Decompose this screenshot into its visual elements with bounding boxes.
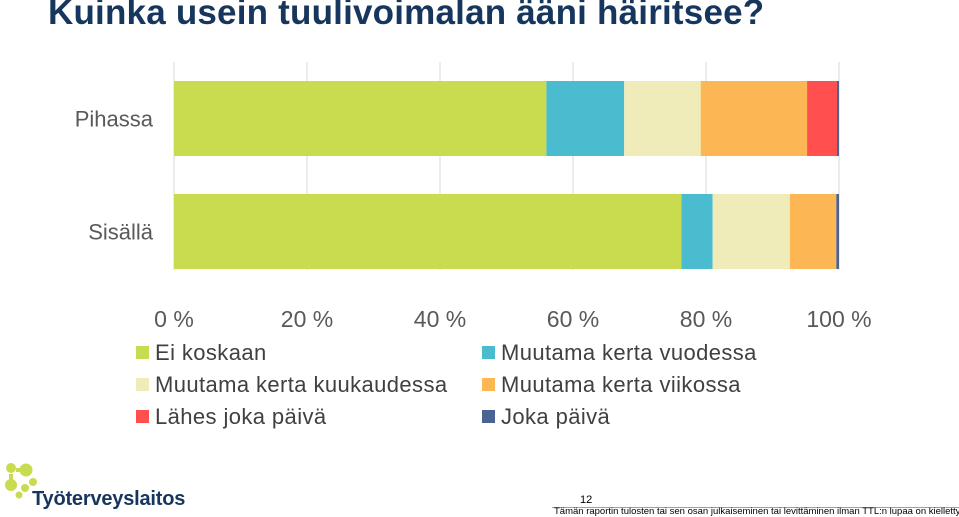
- bar-segment: [712, 194, 790, 269]
- legend-label: Ei koskaan: [155, 339, 267, 365]
- ttl-logo: Työterveyslaitos: [2, 460, 185, 515]
- bar-segment: [836, 194, 839, 269]
- bar-segment: [789, 194, 837, 269]
- x-tick-label: 100 %: [806, 306, 871, 332]
- chart-legend: Ei koskaan Muutama kerta vuodessa Muutama …: [136, 340, 882, 429]
- bar-segment: [807, 81, 838, 156]
- legend-item: Lähes joka päivä: [136, 404, 482, 429]
- legend-item: Muutama kerta viikossa: [482, 372, 882, 397]
- legend-swatch: [482, 378, 495, 391]
- logo-text: Työterveyslaitos: [32, 488, 186, 510]
- legend-swatch: [136, 378, 149, 391]
- legend-swatch: [136, 346, 149, 359]
- bar-segment: [681, 194, 713, 269]
- legend-label: Muutama kerta vuodessa: [501, 339, 757, 365]
- legend-item: Joka päivä: [482, 404, 882, 429]
- x-tick-label: 0 %: [154, 306, 194, 332]
- bar-segment: [546, 81, 625, 156]
- bar-segment: [700, 81, 808, 156]
- category-label: Pihassa: [75, 107, 154, 132]
- legend-swatch: [482, 346, 495, 359]
- legend-item: Muutama kerta vuodessa: [482, 340, 882, 365]
- legend-label: Muutama kerta kuukaudessa: [155, 371, 448, 397]
- ttl-logo-icon: [5, 463, 37, 499]
- x-tick-label: 40 %: [414, 306, 466, 332]
- x-tick-label: 60 %: [547, 306, 599, 332]
- legend-swatch: [136, 410, 149, 423]
- bar-segment: [624, 81, 701, 156]
- legend-swatch: [482, 410, 495, 423]
- bar-segment: [837, 81, 839, 156]
- x-tick-label: 20 %: [281, 306, 333, 332]
- legend-label: Muutama kerta viikossa: [501, 371, 741, 397]
- bar-segment: [174, 194, 682, 269]
- x-tick-label: 80 %: [680, 306, 732, 332]
- footer-disclaimer: Tämän raportin tulosten tai sen osan jul…: [554, 506, 959, 517]
- chart-title: Kuinka usein tuulivoimalan ääni häiritse…: [48, 0, 765, 32]
- category-label: Sisällä: [88, 220, 154, 245]
- legend-item: Ei koskaan: [136, 340, 482, 365]
- legend-item: Muutama kerta kuukaudessa: [136, 372, 482, 397]
- page-number: 12: [580, 494, 593, 506]
- footer-divider: [552, 507, 959, 508]
- bar-segment: [174, 81, 547, 156]
- legend-label: Joka päivä: [501, 403, 611, 429]
- stacked-bar-chart: Pihassa Sisällä 0 % 20 % 40 % 60 % 80 % 100 %: [75, 62, 872, 332]
- legend-label: Lähes joka päivä: [155, 403, 327, 429]
